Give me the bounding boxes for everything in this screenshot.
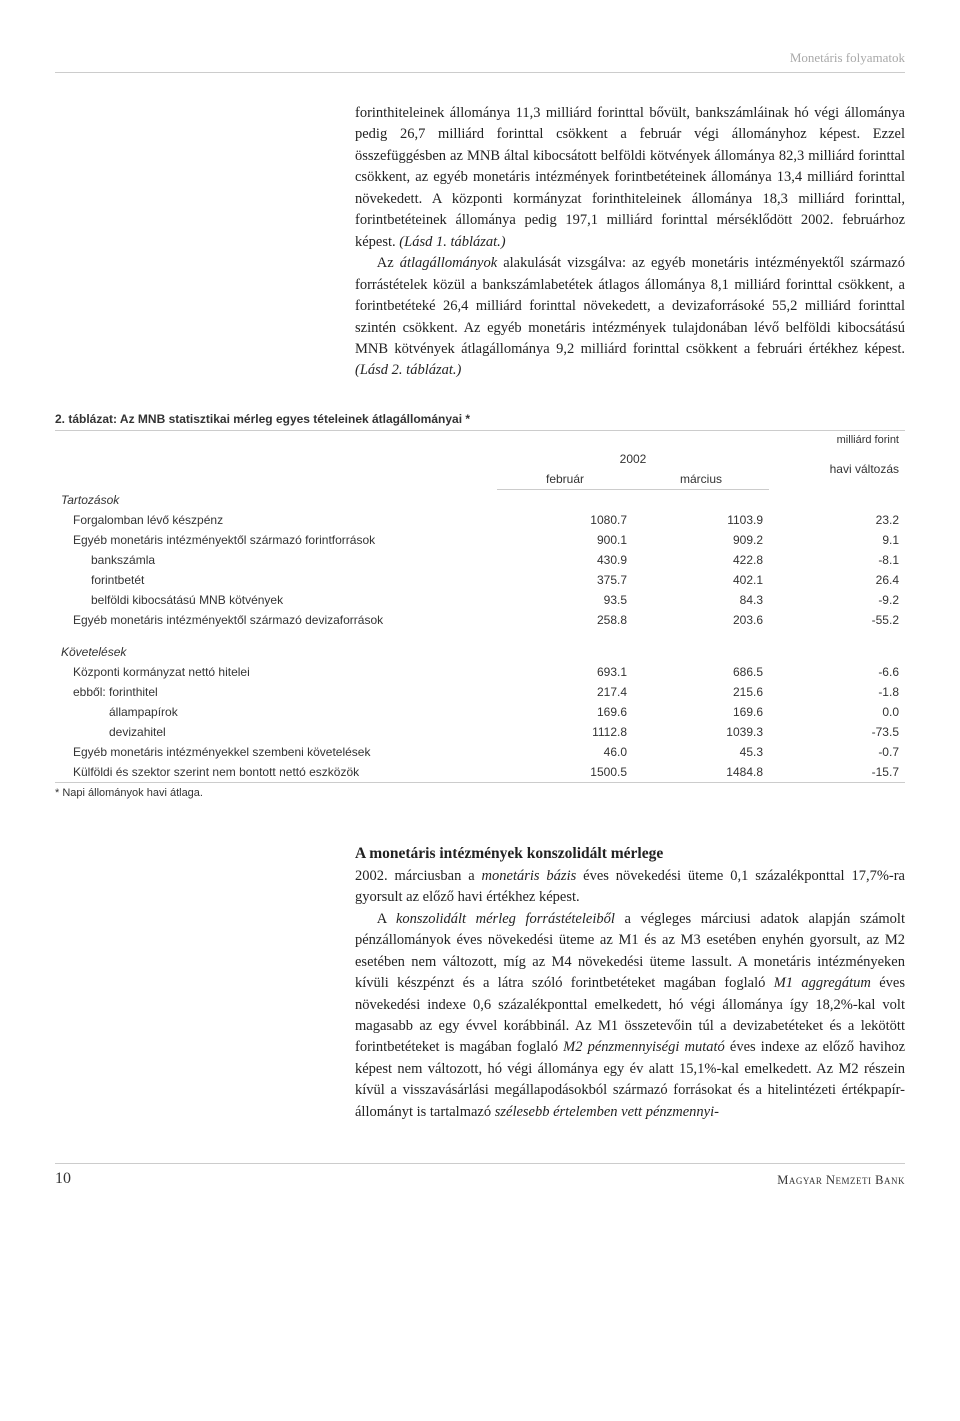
header-mar: március bbox=[633, 469, 769, 490]
table-row: állampapírok169.6169.60.0 bbox=[55, 702, 905, 722]
cell-feb: 430.9 bbox=[497, 550, 633, 570]
paragraph-1: forinthiteleinek állománya 11,3 milliárd… bbox=[355, 103, 905, 253]
section-title: Monetáris folyamatok bbox=[790, 50, 905, 65]
row-label: devizahitel bbox=[55, 722, 497, 742]
cell-feb: 900.1 bbox=[497, 530, 633, 550]
page-number: 10 bbox=[55, 1170, 71, 1188]
cell-chg: 9.1 bbox=[769, 530, 905, 550]
table-row: bankszámla430.9422.8-8.1 bbox=[55, 550, 905, 570]
group-assets: Követelések bbox=[55, 642, 905, 662]
p4-f: M2 pénzmennyiségi mutató bbox=[563, 1039, 725, 1055]
cell-chg: -73.5 bbox=[769, 722, 905, 742]
cell-chg: -9.2 bbox=[769, 590, 905, 610]
cell-mar: 169.6 bbox=[633, 702, 769, 722]
data-table: milliárd forint 2002 havi változás febru… bbox=[55, 430, 905, 783]
table-row: forintbetét375.7402.126.4 bbox=[55, 570, 905, 590]
cell-feb: 1500.5 bbox=[497, 762, 633, 783]
cell-feb: 93.5 bbox=[497, 590, 633, 610]
cell-chg: -0.7 bbox=[769, 742, 905, 762]
paragraph-4: A konszolidált mérleg forrástételeiből a… bbox=[355, 909, 905, 1124]
table-row: Forgalomban lévő készpénz1080.71103.923.… bbox=[55, 510, 905, 530]
cell-mar: 215.6 bbox=[633, 682, 769, 702]
p2-ref: (Lásd 2. táblázat.) bbox=[355, 362, 461, 378]
unit-label: milliárd forint bbox=[769, 430, 905, 449]
cell-chg: -8.1 bbox=[769, 550, 905, 570]
p1-text: forinthiteleinek állománya 11,3 milliárd… bbox=[355, 105, 905, 250]
table-row: ebből: forinthitel217.4215.6-1.8 bbox=[55, 682, 905, 702]
cell-chg: -6.6 bbox=[769, 662, 905, 682]
table-section: 2. táblázat: Az MNB statisztikai mérleg … bbox=[55, 412, 905, 799]
cell-chg: 0.0 bbox=[769, 702, 905, 722]
p4-a: A bbox=[377, 911, 396, 927]
row-label: ebből: forinthitel bbox=[55, 682, 497, 702]
cell-mar: 909.2 bbox=[633, 530, 769, 550]
header-feb: február bbox=[497, 469, 633, 490]
p4-d: M1 aggregátum bbox=[774, 975, 871, 991]
p2-b: átlagállományok bbox=[400, 255, 497, 271]
row-label: Egyéb monetáris intézményektől származó … bbox=[55, 530, 497, 550]
table-row: Egyéb monetáris intézményektől származó … bbox=[55, 530, 905, 550]
table-row: Külföldi és szektor szerint nem bontott … bbox=[55, 762, 905, 783]
row-label: forintbetét bbox=[55, 570, 497, 590]
table-row: Egyéb monetáris intézményekkel szembeni … bbox=[55, 742, 905, 762]
table-row: Egyéb monetáris intézményektől származó … bbox=[55, 610, 905, 630]
p4-b: konszolidált mérleg forrástételeiből bbox=[396, 911, 615, 927]
body-block-2: A monetáris intézmények konszolidált mér… bbox=[355, 843, 905, 1123]
cell-mar: 84.3 bbox=[633, 590, 769, 610]
group-liabilities: Tartozások bbox=[55, 489, 905, 510]
page: Monetáris folyamatok forinthiteleinek ál… bbox=[0, 0, 960, 1421]
cell-mar: 686.5 bbox=[633, 662, 769, 682]
publisher-name: Magyar Nemzeti Bank bbox=[777, 1173, 905, 1188]
cell-chg: 23.2 bbox=[769, 510, 905, 530]
cell-mar: 422.8 bbox=[633, 550, 769, 570]
header-rule bbox=[55, 72, 905, 73]
table-row: devizahitel1112.81039.3-73.5 bbox=[55, 722, 905, 742]
cell-mar: 45.3 bbox=[633, 742, 769, 762]
cell-mar: 402.1 bbox=[633, 570, 769, 590]
paragraph-3: 2002. márciusban a monetáris bázis éves … bbox=[355, 866, 905, 909]
cell-mar: 1484.8 bbox=[633, 762, 769, 783]
cell-feb: 217.4 bbox=[497, 682, 633, 702]
cell-feb: 693.1 bbox=[497, 662, 633, 682]
row-label: állampapírok bbox=[55, 702, 497, 722]
section-header: Monetáris folyamatok bbox=[55, 50, 905, 66]
cell-chg: -1.8 bbox=[769, 682, 905, 702]
cell-feb: 375.7 bbox=[497, 570, 633, 590]
row-label: Egyéb monetáris intézményekkel szembeni … bbox=[55, 742, 497, 762]
hdr-blank bbox=[55, 430, 497, 449]
cell-mar: 1039.3 bbox=[633, 722, 769, 742]
cell-mar: 1103.9 bbox=[633, 510, 769, 530]
header-change: havi változás bbox=[769, 449, 905, 490]
table-caption: 2. táblázat: Az MNB statisztikai mérleg … bbox=[55, 412, 905, 426]
p3-a: 2002. márciusban a bbox=[355, 868, 482, 884]
cell-chg: -55.2 bbox=[769, 610, 905, 630]
row-label: bankszámla bbox=[55, 550, 497, 570]
cell-feb: 258.8 bbox=[497, 610, 633, 630]
p1-ref: (Lásd 1. táblázat.) bbox=[399, 234, 505, 250]
table-row: Központi kormányzat nettó hitelei693.168… bbox=[55, 662, 905, 682]
row-label: Egyéb monetáris intézményektől származó … bbox=[55, 610, 497, 630]
row-label: Forgalomban lévő készpénz bbox=[55, 510, 497, 530]
table-row: belföldi kibocsátású MNB kötvények93.584… bbox=[55, 590, 905, 610]
p4-h: szélesebb értelemben vett pénzmennyi- bbox=[495, 1104, 719, 1120]
cell-feb: 46.0 bbox=[497, 742, 633, 762]
cell-mar: 203.6 bbox=[633, 610, 769, 630]
p2-a: Az bbox=[377, 255, 400, 271]
page-footer: 10 Magyar Nemzeti Bank bbox=[55, 1163, 905, 1188]
paragraph-2: Az átlagállományok alakulását vizsgálva:… bbox=[355, 253, 905, 382]
body-block-1: forinthiteleinek állománya 11,3 milliárd… bbox=[355, 103, 905, 382]
row-label: belföldi kibocsátású MNB kötvények bbox=[55, 590, 497, 610]
row-label: Külföldi és szektor szerint nem bontott … bbox=[55, 762, 497, 783]
cell-feb: 1080.7 bbox=[497, 510, 633, 530]
cell-chg: 26.4 bbox=[769, 570, 905, 590]
table-footnote: * Napi állományok havi átlaga. bbox=[55, 787, 905, 799]
row-label: Központi kormányzat nettó hitelei bbox=[55, 662, 497, 682]
header-year: 2002 bbox=[497, 449, 769, 469]
subsection-title: A monetáris intézmények konszolidált mér… bbox=[355, 843, 905, 866]
cell-chg: -15.7 bbox=[769, 762, 905, 783]
cell-feb: 169.6 bbox=[497, 702, 633, 722]
p3-b: monetáris bázis bbox=[482, 868, 577, 884]
cell-feb: 1112.8 bbox=[497, 722, 633, 742]
